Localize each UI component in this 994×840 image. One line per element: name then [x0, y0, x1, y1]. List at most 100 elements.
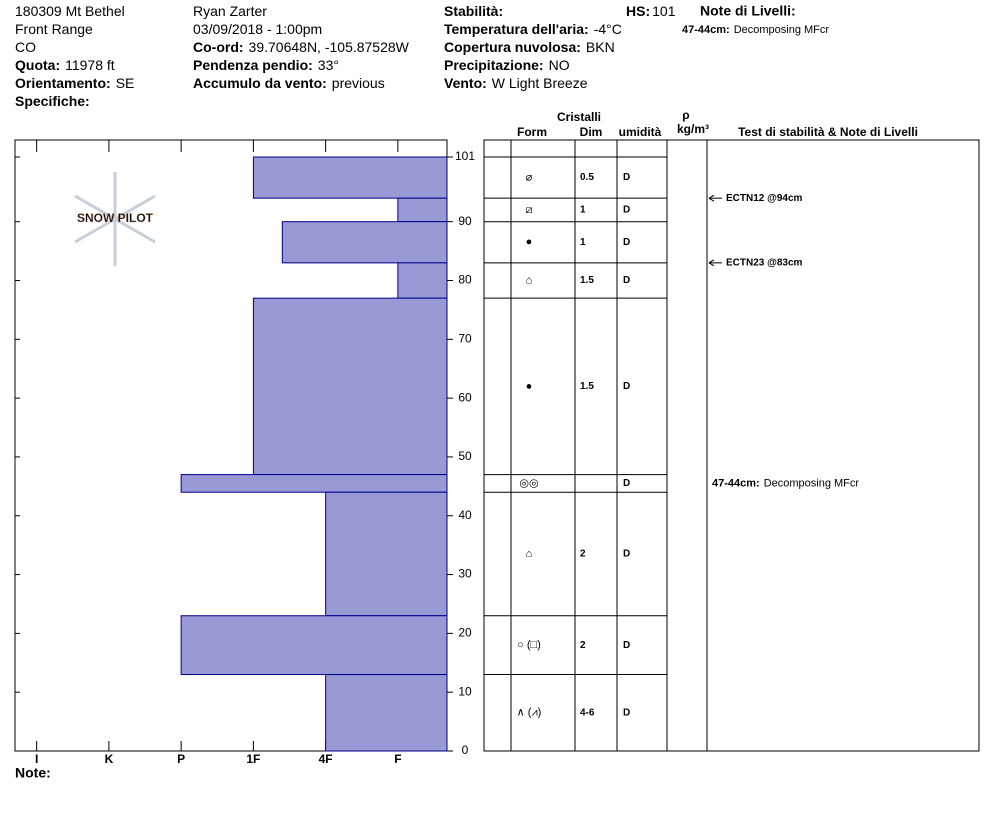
layer-size: 1.5: [580, 381, 594, 392]
header-value: SE: [116, 75, 135, 91]
header-value: 33°: [318, 57, 339, 73]
layer-moisture: D: [623, 549, 630, 560]
x-tick-label: F: [394, 752, 401, 766]
header-field: Co-ord: 39.70648N, -105.87528W: [193, 39, 410, 55]
y-tick-label: 60: [458, 390, 472, 404]
header-text: 180309 Mt Bethel: [15, 3, 125, 19]
header-field: Pendenza pendio: 33°: [193, 57, 339, 73]
header-label: Copertura nuvolosa:: [444, 39, 581, 55]
y-tick-label: 0: [462, 743, 469, 757]
column-heading: Test di stabilità & Note di Livelli: [738, 125, 918, 139]
header-value: NO: [549, 57, 570, 73]
hardness-bar: [397, 262, 448, 299]
column-heading: Form: [517, 125, 547, 139]
notes-title: Note di Livelli:: [700, 3, 796, 19]
x-tick-label: P: [177, 752, 185, 766]
header-label: Specifiche:: [15, 93, 90, 109]
header-field: Temperatura dell'aria: -4°C: [444, 21, 622, 37]
header-field: Front Range: [15, 21, 93, 37]
note-label: 47-44cm:: [682, 24, 730, 36]
header-text: 03/09/2018 - 1:00pm: [193, 21, 322, 37]
y-tick-label: 10: [458, 684, 472, 698]
x-tick-label: 1F: [246, 752, 260, 766]
header-label: Accumulo da vento:: [193, 75, 327, 91]
logo: [74, 172, 156, 266]
layer-form: ●: [526, 236, 533, 248]
arrow-head: [708, 194, 715, 202]
column-heading: Cristalli: [557, 110, 601, 124]
layer-size: 4-6: [580, 707, 595, 718]
header-value: -4°C: [594, 21, 622, 37]
header-field: 03/09/2018 - 1:00pm: [193, 21, 322, 37]
hs: HS: 101: [626, 3, 676, 19]
layer-form: ⌀: [526, 171, 533, 183]
y-tick-label: 50: [458, 449, 472, 463]
header-field: Stabilità:: [444, 3, 503, 19]
header-field: Accumulo da vento: previous: [193, 75, 385, 91]
layer-moisture: D: [623, 640, 630, 651]
column-heading: ρ: [682, 108, 689, 122]
column-heading: Dim: [580, 125, 603, 139]
header-label: Co-ord:: [193, 39, 244, 55]
hardness-bar: [397, 197, 448, 223]
header-label: Precipitazione:: [444, 57, 544, 73]
header-value: 11978 ft: [65, 57, 115, 73]
column-heading: umidità: [619, 125, 662, 139]
header-value: BKN: [586, 39, 615, 55]
y-tick-label: 30: [458, 567, 472, 581]
hs-label: HS:: [626, 3, 650, 19]
header-field: 180309 Mt Bethel: [15, 3, 125, 19]
y-tick-label: 80: [458, 273, 472, 287]
layer-size: 1.5: [580, 275, 594, 286]
header-label: Pendenza pendio:: [193, 57, 313, 73]
layer-note: 47-44cm: Decomposing MFcr: [712, 477, 859, 489]
layer-moisture: D: [623, 707, 630, 718]
header-text: Front Range: [15, 21, 93, 37]
hardness-bar: [325, 674, 448, 752]
layer-form: ◎◎: [519, 477, 538, 489]
header-field: Specifiche:: [15, 93, 90, 109]
header-field: Copertura nuvolosa: BKN: [444, 39, 615, 55]
hardness-bar: [252, 156, 448, 199]
layer-size: 0.5: [580, 172, 594, 183]
header-note: 47-44cm: Decomposing MFcr: [682, 24, 829, 36]
hardness-bar: [325, 491, 448, 617]
layer-form: ●: [526, 380, 533, 392]
header-field: CO: [15, 39, 36, 55]
x-tick-label: I: [35, 752, 38, 766]
layer-size: 1: [580, 205, 586, 216]
layer-moisture: D: [623, 205, 630, 216]
footer-note: Note:: [15, 765, 51, 781]
y-tick-label: 20: [458, 626, 472, 640]
hardness-bar: [281, 221, 448, 264]
header-value: W Light Breeze: [492, 75, 588, 91]
test-label: ECTN12 @94cm: [726, 193, 803, 204]
watermark: SNOW PILOT: [77, 211, 154, 225]
header-field: Vento: W Light Breeze: [444, 75, 588, 91]
header-field: Ryan Zarter: [193, 3, 267, 19]
header-value: 39.70648N, -105.87528W: [249, 39, 410, 55]
header-text: Ryan Zarter: [193, 3, 267, 19]
header-label: Stabilità:: [444, 3, 503, 19]
layer-form: ⌂: [526, 274, 533, 286]
layer-size: 1: [580, 237, 586, 248]
layer-form: ○ (□): [517, 639, 541, 651]
table-frame: [483, 139, 980, 752]
header-label: Vento:: [444, 75, 487, 91]
header-value: previous: [332, 75, 385, 91]
hardness-bar: [180, 615, 448, 676]
layer-size: 2: [580, 549, 586, 560]
note-text: Decomposing MFcr: [764, 477, 860, 489]
layer-moisture: D: [623, 381, 630, 392]
column-heading: kg/m³: [677, 122, 709, 136]
header-label: Orientamento:: [15, 75, 111, 91]
layer-moisture: D: [623, 275, 630, 286]
header-field: Orientamento: SE: [15, 75, 134, 91]
layer-moisture: D: [623, 478, 630, 489]
hardness-bar: [180, 474, 448, 493]
layer-form: ⌂: [526, 548, 533, 560]
y-tick-label: 40: [458, 508, 472, 522]
x-tick-label: K: [105, 752, 114, 766]
layer-size: 2: [580, 640, 586, 651]
